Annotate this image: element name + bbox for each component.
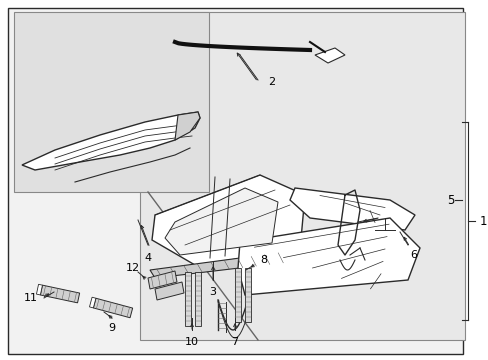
Polygon shape xyxy=(41,285,80,303)
Polygon shape xyxy=(244,268,250,322)
Text: 9: 9 xyxy=(108,323,115,333)
Polygon shape xyxy=(235,268,241,322)
Polygon shape xyxy=(184,272,191,326)
Polygon shape xyxy=(89,297,96,308)
Polygon shape xyxy=(175,112,200,140)
Text: 11: 11 xyxy=(24,293,38,303)
Polygon shape xyxy=(93,298,132,318)
Polygon shape xyxy=(289,188,414,230)
Bar xyxy=(14,12,208,192)
Polygon shape xyxy=(238,218,419,295)
Text: 10: 10 xyxy=(184,337,199,347)
Text: 8: 8 xyxy=(260,255,266,265)
Polygon shape xyxy=(195,272,201,326)
Polygon shape xyxy=(164,188,278,255)
Polygon shape xyxy=(37,284,42,295)
Text: 12: 12 xyxy=(125,263,140,273)
Polygon shape xyxy=(150,252,289,278)
Text: 6: 6 xyxy=(409,250,416,260)
Text: 3: 3 xyxy=(209,287,216,297)
Text: 1: 1 xyxy=(479,215,487,228)
Bar xyxy=(140,12,464,340)
Polygon shape xyxy=(152,175,305,265)
Polygon shape xyxy=(314,48,345,63)
Text: 4: 4 xyxy=(144,253,151,263)
Text: 7: 7 xyxy=(231,337,238,347)
Text: 2: 2 xyxy=(267,77,275,87)
Polygon shape xyxy=(22,112,200,170)
Polygon shape xyxy=(148,271,177,289)
Text: 5: 5 xyxy=(447,194,454,207)
Polygon shape xyxy=(155,282,183,300)
